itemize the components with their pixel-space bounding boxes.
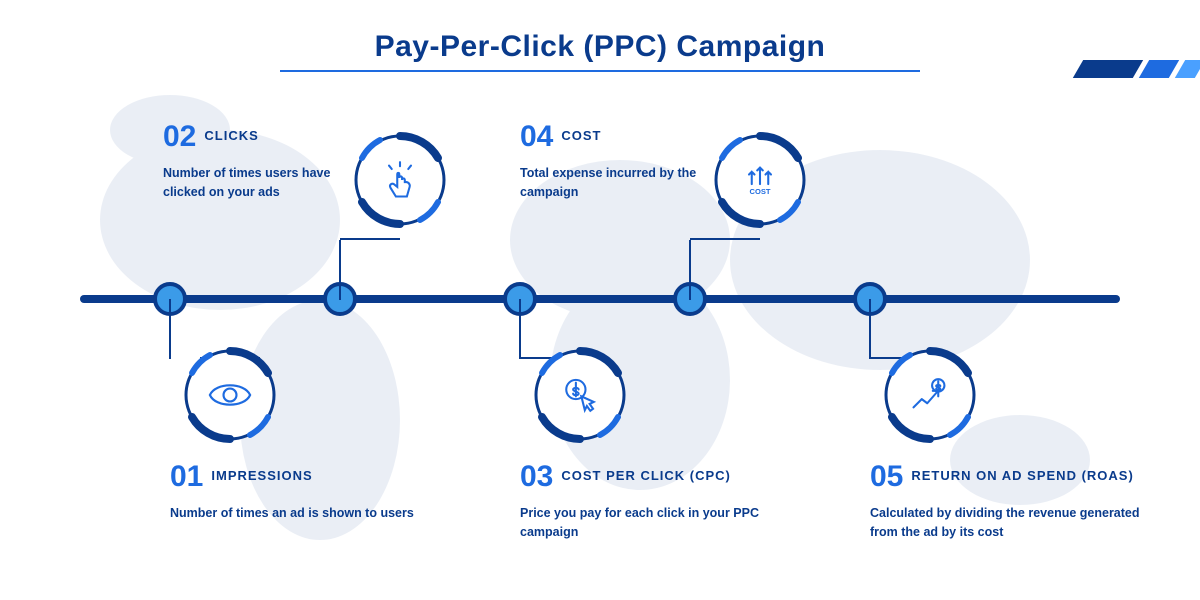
page-title: Pay-Per-Click (PPC) Campaign [0, 0, 1200, 64]
eye-icon [198, 363, 262, 427]
cost-arrows-icon: COST [728, 148, 792, 212]
timeline-bar [80, 295, 1120, 303]
step-number: 05 [870, 460, 903, 494]
roas-badge [880, 345, 980, 445]
step-desc: Number of times users have clicked on yo… [163, 164, 343, 202]
step-number: 02 [163, 120, 196, 154]
step-number: 03 [520, 460, 553, 494]
connector [339, 240, 341, 300]
step-desc: Calculated by dividing the revenue gener… [870, 504, 1170, 542]
step-text-impressions: 01 IMPRESSIONS Number of times an ad is … [170, 460, 430, 523]
step-desc: Total expense incurred by the campaign [520, 164, 720, 202]
step-text-cpc: 03 COST PER CLICK (CPC) Price you pay fo… [520, 460, 780, 542]
step-label: COST PER CLICK (CPC) [561, 460, 731, 483]
roas-icon [898, 363, 962, 427]
connector [169, 299, 171, 359]
accent-stripes [1078, 60, 1200, 78]
step-text-cost: 04 COST Total expense incurred by the ca… [520, 120, 720, 202]
step-number: 04 [520, 120, 553, 154]
dollar-click-icon [548, 363, 612, 427]
connector [689, 240, 691, 300]
step-label: CLICKS [204, 120, 258, 143]
step-desc: Price you pay for each click in your PPC… [520, 504, 780, 542]
title-underline [280, 70, 920, 72]
connector [690, 238, 760, 240]
impressions-badge [180, 345, 280, 445]
cpc-badge [530, 345, 630, 445]
connector [519, 299, 521, 359]
cost-badge: COST [710, 130, 810, 230]
step-number: 01 [170, 460, 203, 494]
step-desc: Number of times an ad is shown to users [170, 504, 430, 523]
step-label: RETURN ON AD SPEND (ROAS) [911, 460, 1133, 483]
tap-icon [368, 148, 432, 212]
step-text-roas: 05 RETURN ON AD SPEND (ROAS) Calculated … [870, 460, 1170, 542]
connector [869, 299, 871, 359]
svg-text:COST: COST [750, 187, 771, 196]
connector [340, 238, 400, 240]
clicks-badge [350, 130, 450, 230]
step-label: IMPRESSIONS [211, 460, 312, 483]
step-text-clicks: 02 CLICKS Number of times users have cli… [163, 120, 343, 202]
step-label: COST [561, 120, 601, 143]
